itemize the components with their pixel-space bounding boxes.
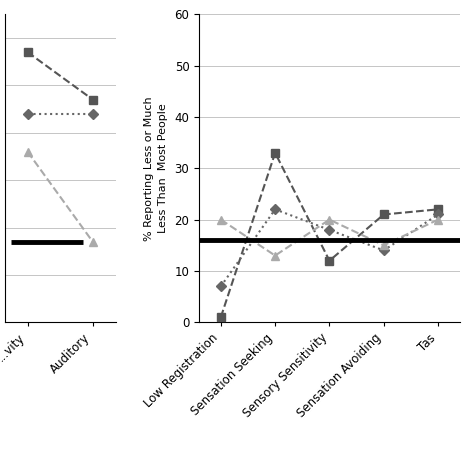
Y-axis label: % Reporting Less or Much
Less Than  Most People: % Reporting Less or Much Less Than Most … bbox=[145, 96, 168, 241]
